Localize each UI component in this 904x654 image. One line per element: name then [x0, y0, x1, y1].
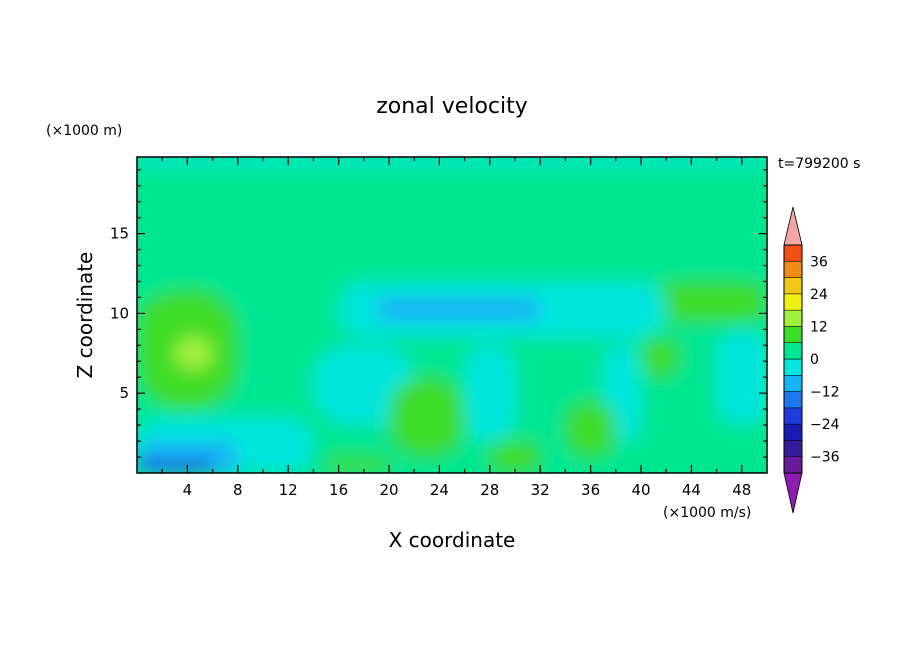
field-region	[326, 457, 389, 473]
x-tick-label: 8	[233, 481, 243, 499]
x-axis-ticks: 4 8 12 16 20 24 28 32 36 40 44 48	[161, 157, 751, 499]
y-tick-label: 5	[119, 384, 129, 402]
field-region	[464, 345, 515, 442]
colorbar-tick-label: −12	[810, 385, 840, 401]
velocity-field	[137, 157, 767, 473]
colorbar-segment	[783, 391, 803, 409]
colorbar-tick-label: 12	[810, 319, 828, 335]
colorbar-tick-label: −36	[810, 450, 840, 466]
x-tick-label: 16	[329, 481, 348, 499]
field-region	[137, 177, 314, 205]
colorbar-segment	[783, 375, 803, 392]
field-region	[137, 460, 213, 473]
colorbar-segment	[783, 326, 803, 343]
x-tick-label: 12	[279, 481, 298, 499]
colorbar-segment	[783, 456, 803, 474]
x-tick-label: 24	[430, 481, 449, 499]
field-region	[414, 385, 440, 410]
x-tick-label: 4	[183, 481, 193, 499]
y-axis-title: Z coordinate	[73, 252, 97, 379]
colorbar-segment	[783, 293, 803, 311]
y-axis-ticks: 5 10 15	[110, 169, 767, 458]
field-region	[489, 172, 767, 189]
colorbar-segment	[783, 277, 803, 295]
colorbar-segment	[783, 244, 803, 262]
colorbar-segment	[783, 342, 803, 360]
field-region	[313, 345, 415, 426]
colorbar-segment	[783, 423, 803, 441]
field-blur-group	[137, 157, 767, 473]
colorbar-tick-label: 36	[810, 254, 828, 270]
colorbar-segment	[783, 440, 803, 457]
plot-frame	[136, 156, 768, 474]
x-tick-label: 20	[379, 481, 398, 499]
colorbar-extend-low	[783, 472, 803, 514]
colorbar-segment	[783, 407, 803, 425]
x-tick-label: 44	[682, 481, 701, 499]
x-unit-label: (×1000 m/s)	[663, 505, 751, 521]
x-axis-title: X coordinate	[389, 528, 516, 552]
x-tick-label: 40	[631, 481, 650, 499]
colorbar-segment	[783, 309, 803, 327]
field-region	[565, 401, 616, 458]
field-region	[489, 441, 541, 473]
field-region	[691, 289, 742, 306]
colorbar-frame	[783, 244, 803, 474]
colorbar-segment	[783, 358, 803, 376]
y-tick-label: 15	[110, 225, 129, 243]
field-region	[641, 337, 679, 378]
colorbar-segment	[783, 261, 803, 278]
x-tick-label: 32	[531, 481, 550, 499]
field-region	[716, 329, 767, 426]
chart-title: zonal velocity	[376, 94, 528, 119]
colorbar-tick-label: 24	[810, 287, 828, 303]
x-tick-label: 28	[480, 481, 499, 499]
colorbar-extend-high	[783, 206, 803, 246]
x-tick-label: 36	[581, 481, 600, 499]
y-tick-label: 10	[110, 304, 129, 322]
field-region	[137, 230, 515, 258]
colorbar-tick-label: 0	[810, 352, 819, 368]
colorbar: 36 24 12 0 −12 −24 −36	[783, 206, 840, 514]
field-region	[389, 377, 465, 458]
field-region	[376, 297, 541, 322]
time-label: t=799200 s	[778, 156, 860, 172]
x-tick-label: 48	[732, 481, 751, 499]
y-unit-label: (×1000 m)	[46, 123, 122, 139]
colorbar-tick-label: −24	[810, 417, 840, 433]
field-region	[137, 157, 767, 167]
field-region	[174, 337, 213, 370]
